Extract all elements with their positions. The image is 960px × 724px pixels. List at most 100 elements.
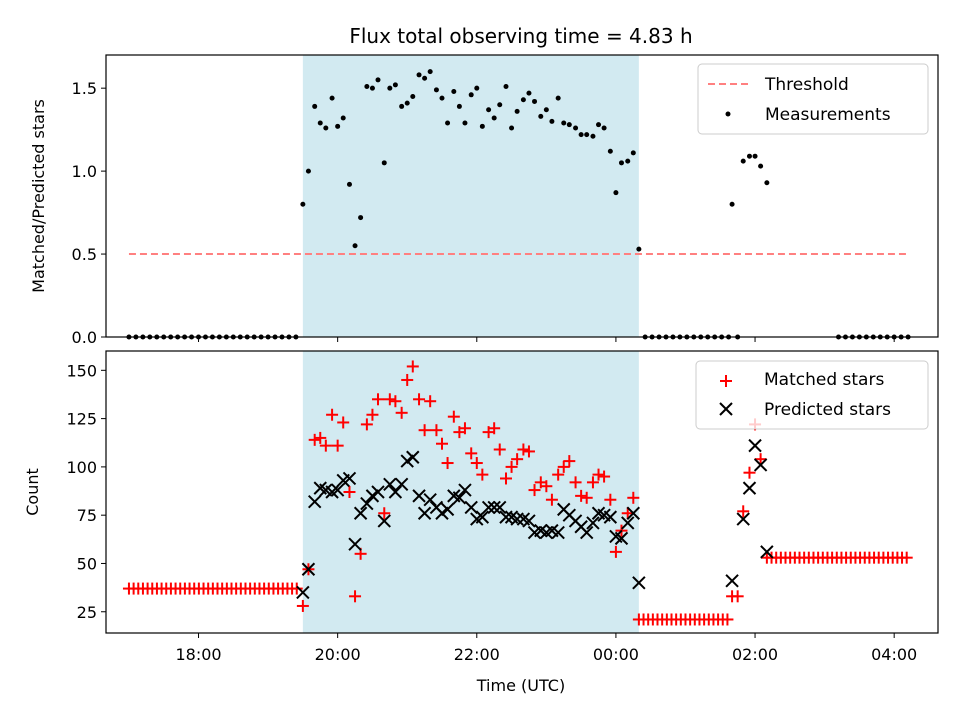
bottom-y-tick-label: 100 bbox=[66, 458, 97, 477]
bottom-panel: 25 50 75 100 125 150 18:00 20:00 22:00 00:00 02:00… bbox=[23, 350, 939, 695]
predicted-marker-b bbox=[440, 502, 455, 517]
predicted-star-marker bbox=[452, 491, 467, 505]
matched-star-marker bbox=[314, 431, 327, 444]
predicted-star-marker bbox=[626, 506, 641, 520]
measurement-point bbox=[381, 160, 387, 166]
matched-star-marker bbox=[505, 460, 518, 473]
predicted-marker-b bbox=[417, 506, 432, 520]
measurement-point bbox=[312, 103, 318, 109]
predicted-star-marker bbox=[736, 512, 750, 526]
predicted-star-marker bbox=[586, 516, 600, 530]
matched-legend-handle bbox=[720, 375, 732, 387]
matched-star-marker bbox=[552, 468, 565, 481]
matched-star-marker bbox=[413, 393, 426, 406]
measurement-point bbox=[387, 85, 393, 91]
predicted-star-marker bbox=[365, 489, 380, 503]
predicted-marker-b bbox=[388, 485, 403, 499]
measurement-point bbox=[346, 181, 352, 187]
matched-star-marker bbox=[331, 439, 344, 452]
predicted-star-marker bbox=[614, 531, 629, 546]
matched-star-marker bbox=[621, 507, 634, 520]
predicted-marker-b bbox=[545, 523, 559, 538]
matched-star-marker bbox=[627, 491, 640, 504]
predicted-star-marker bbox=[440, 502, 455, 517]
measurement-point bbox=[538, 113, 544, 119]
measurement-point bbox=[764, 180, 770, 186]
predicted-marker-b bbox=[342, 471, 357, 486]
predicted-star-marker bbox=[348, 537, 362, 551]
predicted-marker-b bbox=[371, 485, 385, 499]
measurement-point bbox=[422, 75, 428, 81]
bottom-plot-frame bbox=[105, 350, 939, 634]
matched-star-marker bbox=[500, 472, 512, 485]
matched-legend-label: Matched stars bbox=[764, 370, 884, 390]
measurement-point bbox=[740, 158, 746, 164]
matched-star-marker bbox=[511, 453, 524, 466]
matched-star-marker bbox=[580, 491, 593, 504]
predicted-star-marker bbox=[388, 485, 403, 499]
x-axis-label: Time (UTC) bbox=[476, 676, 565, 695]
measurement-point bbox=[520, 97, 526, 103]
measurement-point bbox=[561, 120, 567, 126]
predicted-marker-b bbox=[296, 585, 310, 600]
predicted-star-marker bbox=[487, 500, 501, 515]
measurement-point bbox=[549, 118, 555, 124]
measurement-point bbox=[352, 243, 358, 249]
predicted-marker-b bbox=[313, 481, 327, 495]
matched-star-marker bbox=[436, 437, 448, 450]
top-y-tick-label: 0.5 bbox=[72, 245, 97, 264]
bottom-y-tick-label: 150 bbox=[66, 361, 97, 380]
predicted-star-marker bbox=[296, 585, 310, 600]
predicted-star-marker bbox=[360, 496, 374, 511]
measurement-point bbox=[590, 133, 596, 139]
matched-star-marker bbox=[604, 493, 617, 506]
measurement-point bbox=[566, 122, 572, 128]
predicted-marker-b bbox=[626, 506, 641, 520]
measurement-point bbox=[392, 82, 398, 88]
matched-star-marker bbox=[470, 457, 483, 470]
predicted-star-marker bbox=[383, 477, 397, 491]
matched-star-marker bbox=[343, 486, 356, 498]
predicted-marker-b bbox=[423, 493, 437, 507]
predicted-marker-b bbox=[400, 454, 414, 468]
top-y-tick-label: 0.0 bbox=[72, 328, 97, 347]
measurement-point bbox=[746, 153, 752, 159]
predicted-marker-b bbox=[319, 483, 333, 497]
matched-star-marker bbox=[743, 466, 756, 479]
matched-star-marker bbox=[424, 395, 437, 408]
top-panel: 0.0 0.5 1.0 1.5 Matched/Predicted stars Thr… bbox=[29, 54, 939, 347]
predicted-marker-b bbox=[516, 512, 531, 526]
measurement-point bbox=[618, 160, 624, 166]
matched-star-marker bbox=[418, 424, 431, 437]
matched-star-marker bbox=[372, 393, 384, 406]
measurements-legend-handle bbox=[725, 111, 731, 117]
measurement-point bbox=[427, 69, 433, 75]
measurement-point bbox=[503, 84, 509, 90]
measurement-point bbox=[451, 88, 457, 94]
matched-star-marker bbox=[609, 545, 622, 558]
x-tick-label: 04:00 bbox=[871, 645, 917, 664]
predicted-marker-b bbox=[353, 506, 368, 520]
top-y-axis-label: Matched/Predicted stars bbox=[29, 99, 48, 293]
matched-star-marker bbox=[395, 406, 408, 419]
predicted-marker-b bbox=[603, 510, 618, 524]
predicted-marker-b bbox=[591, 506, 606, 520]
measurement-point bbox=[532, 98, 538, 104]
matched-star-marker bbox=[401, 373, 414, 386]
predicted-marker-b bbox=[447, 489, 461, 503]
matched-star-marker bbox=[528, 484, 541, 497]
measurement-point bbox=[596, 122, 602, 128]
predicted-star-marker bbox=[435, 506, 449, 520]
predicted-marker-b bbox=[586, 516, 600, 530]
predicted-marker-b bbox=[753, 458, 768, 472]
predicted-marker-b bbox=[493, 500, 507, 515]
matched-star-marker bbox=[360, 418, 373, 431]
measurement-point bbox=[340, 115, 346, 121]
predicted-star-marker bbox=[394, 477, 409, 491]
measurement-point bbox=[479, 123, 485, 129]
bottom-axes-layer: 25 50 75 100 125 150 18:00 20:00 22:00 00:00 02:00… bbox=[66, 350, 939, 664]
measurement-point bbox=[369, 85, 375, 91]
bottom-legend: Matched stars Predicted stars bbox=[695, 360, 929, 430]
predicted-marker-b bbox=[579, 525, 594, 540]
